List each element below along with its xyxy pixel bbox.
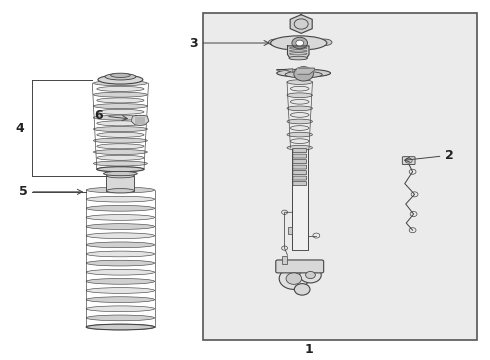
Ellipse shape <box>97 167 144 172</box>
FancyBboxPatch shape <box>293 154 307 158</box>
Ellipse shape <box>111 73 130 77</box>
FancyBboxPatch shape <box>293 171 307 175</box>
Ellipse shape <box>98 75 143 84</box>
Bar <box>292 148 308 250</box>
Ellipse shape <box>86 233 155 239</box>
Ellipse shape <box>277 69 331 77</box>
Ellipse shape <box>94 127 147 132</box>
Bar <box>106 176 134 191</box>
Ellipse shape <box>291 126 309 130</box>
Ellipse shape <box>86 242 155 248</box>
FancyBboxPatch shape <box>293 149 307 153</box>
Ellipse shape <box>287 106 313 111</box>
Ellipse shape <box>318 39 332 45</box>
Ellipse shape <box>86 324 155 330</box>
Ellipse shape <box>86 260 155 266</box>
Ellipse shape <box>287 145 313 150</box>
Ellipse shape <box>285 71 322 78</box>
Ellipse shape <box>86 224 155 229</box>
Circle shape <box>286 273 302 284</box>
Ellipse shape <box>97 109 144 114</box>
Ellipse shape <box>86 187 155 193</box>
Ellipse shape <box>106 189 134 193</box>
Text: 5: 5 <box>19 185 82 198</box>
Ellipse shape <box>97 121 144 126</box>
Circle shape <box>294 284 310 295</box>
FancyBboxPatch shape <box>276 260 324 273</box>
FancyBboxPatch shape <box>402 157 415 165</box>
Text: 4: 4 <box>16 122 24 135</box>
Bar <box>203 13 477 339</box>
Ellipse shape <box>287 132 313 137</box>
Ellipse shape <box>289 56 308 60</box>
Text: 3: 3 <box>189 36 269 50</box>
Ellipse shape <box>103 171 137 176</box>
Circle shape <box>306 271 316 279</box>
Ellipse shape <box>86 324 155 330</box>
Circle shape <box>279 268 309 289</box>
Bar <box>282 256 287 264</box>
Ellipse shape <box>94 104 147 109</box>
FancyBboxPatch shape <box>293 181 307 185</box>
Ellipse shape <box>287 93 313 98</box>
Polygon shape <box>131 116 149 126</box>
Ellipse shape <box>97 144 144 149</box>
Ellipse shape <box>291 139 309 144</box>
Ellipse shape <box>86 315 155 321</box>
Ellipse shape <box>94 81 147 86</box>
Text: 1: 1 <box>304 343 313 356</box>
Ellipse shape <box>86 206 155 211</box>
Ellipse shape <box>86 306 155 312</box>
Ellipse shape <box>86 215 155 220</box>
Ellipse shape <box>270 36 327 50</box>
Bar <box>288 227 292 234</box>
Ellipse shape <box>86 279 155 284</box>
Ellipse shape <box>97 167 144 172</box>
Ellipse shape <box>97 155 144 160</box>
Ellipse shape <box>97 98 144 103</box>
Ellipse shape <box>94 138 147 143</box>
FancyBboxPatch shape <box>293 176 307 180</box>
Ellipse shape <box>287 80 313 85</box>
Ellipse shape <box>97 132 144 137</box>
Ellipse shape <box>97 86 144 91</box>
Ellipse shape <box>94 92 147 97</box>
Ellipse shape <box>86 297 155 302</box>
Circle shape <box>294 67 314 81</box>
Ellipse shape <box>105 73 136 80</box>
Ellipse shape <box>94 161 147 166</box>
Ellipse shape <box>291 113 309 117</box>
Polygon shape <box>298 68 315 74</box>
Ellipse shape <box>94 149 147 154</box>
Ellipse shape <box>86 269 155 275</box>
Circle shape <box>296 40 304 46</box>
FancyBboxPatch shape <box>293 159 307 163</box>
Ellipse shape <box>86 288 155 293</box>
Polygon shape <box>288 46 309 59</box>
Ellipse shape <box>106 174 134 178</box>
Polygon shape <box>277 69 293 72</box>
Ellipse shape <box>287 119 313 124</box>
Ellipse shape <box>86 251 155 257</box>
Ellipse shape <box>94 115 147 120</box>
Ellipse shape <box>291 86 309 91</box>
Circle shape <box>300 267 321 283</box>
Polygon shape <box>290 15 312 33</box>
Circle shape <box>292 37 308 49</box>
Ellipse shape <box>86 196 155 202</box>
Text: 6: 6 <box>95 109 127 122</box>
Ellipse shape <box>291 99 309 104</box>
FancyBboxPatch shape <box>293 165 307 169</box>
Ellipse shape <box>269 39 283 45</box>
Text: 2: 2 <box>405 149 454 162</box>
